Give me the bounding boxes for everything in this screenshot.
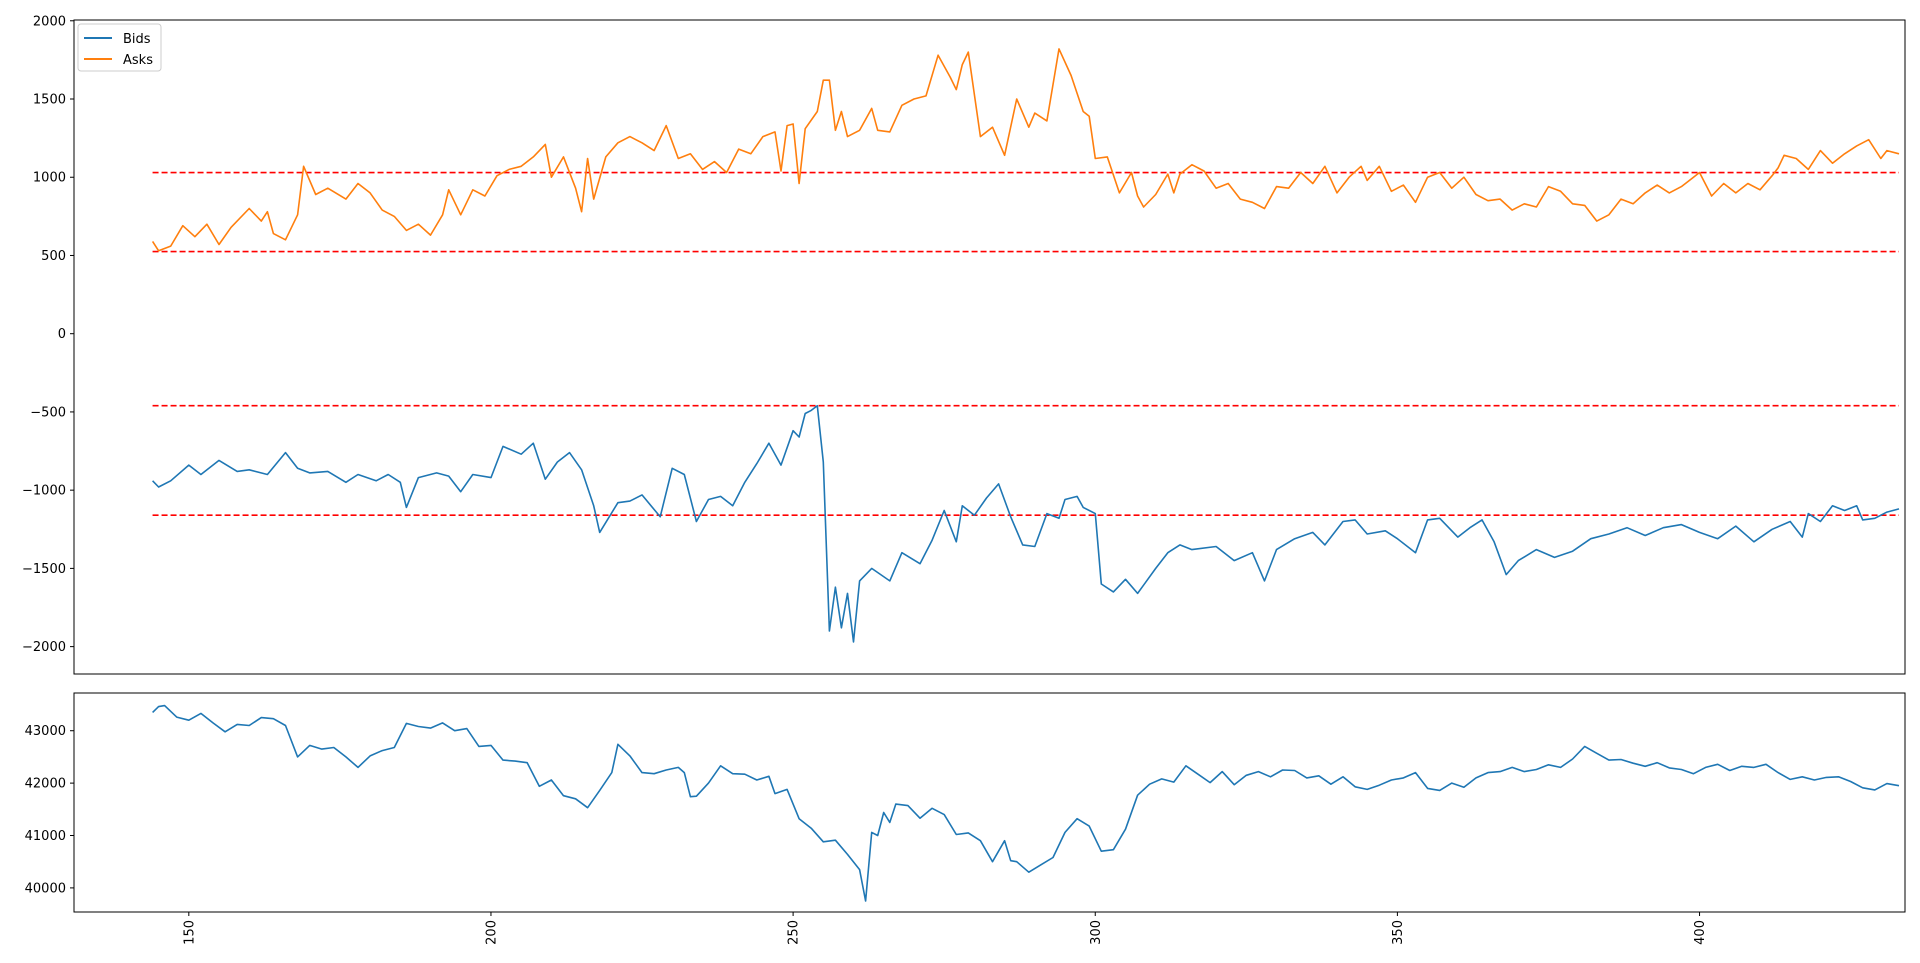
legend-label-bids: Bids	[123, 32, 151, 47]
legend-label-asks: Asks	[123, 53, 153, 68]
price-x-tick-label: 400	[1693, 920, 1708, 945]
bids-asks-y-tick-label: 1000	[33, 171, 66, 186]
price-x-tick-label: 200	[484, 920, 499, 945]
bids-asks-lines	[151, 48, 1900, 643]
bids-asks-y-tick-label: −2000	[22, 640, 66, 655]
legend: Bids Asks	[77, 23, 162, 72]
price-x-tick-label: 300	[1089, 920, 1104, 945]
price-panel: 40000 41000 42000 43000 150 200 250 300 350 400	[25, 692, 1906, 945]
price-y-tick-label: 43000	[25, 724, 66, 739]
bids-asks-plot-frame	[73, 19, 1906, 675]
bids-asks-panel: −2000 −1500 −1000 −500 0 500 1000 1500 2000 Bids…	[22, 14, 1906, 675]
price-x-tick-label: 150	[182, 920, 197, 945]
price-x-tick-label: 250	[787, 920, 802, 945]
bids-asks-y-tick-label: 0	[58, 327, 66, 342]
price-y-axis: 40000 41000 42000 43000	[25, 724, 74, 896]
price-y-tick-label: 40000	[25, 881, 66, 896]
bids-asks-y-tick-label: 2000	[33, 14, 66, 29]
price-lines	[152, 704, 1900, 902]
bids-asks-y-tick-label: −1000	[22, 484, 66, 499]
price-x-tick-label: 350	[1391, 920, 1406, 945]
price-plot-frame	[73, 692, 1906, 913]
bids-asks-y-tick-label: 500	[41, 249, 66, 264]
bids-asks-y-axis: −2000 −1500 −1000 −500 0 500 1000 1500 2000	[22, 14, 74, 655]
price-y-tick-label: 42000	[25, 777, 66, 792]
bids-asks-line-asks	[151, 48, 1900, 252]
price-line-series-0	[152, 704, 1900, 902]
bids-asks-line-bids	[152, 404, 1900, 643]
price-x-axis: 150 200 250 300 350 400	[182, 912, 1708, 945]
price-y-tick-label: 41000	[25, 829, 66, 844]
bids-asks-y-tick-label: −1500	[22, 562, 66, 577]
bids-asks-y-tick-label: −500	[30, 405, 66, 420]
bids-asks-y-tick-label: 1500	[33, 93, 66, 108]
